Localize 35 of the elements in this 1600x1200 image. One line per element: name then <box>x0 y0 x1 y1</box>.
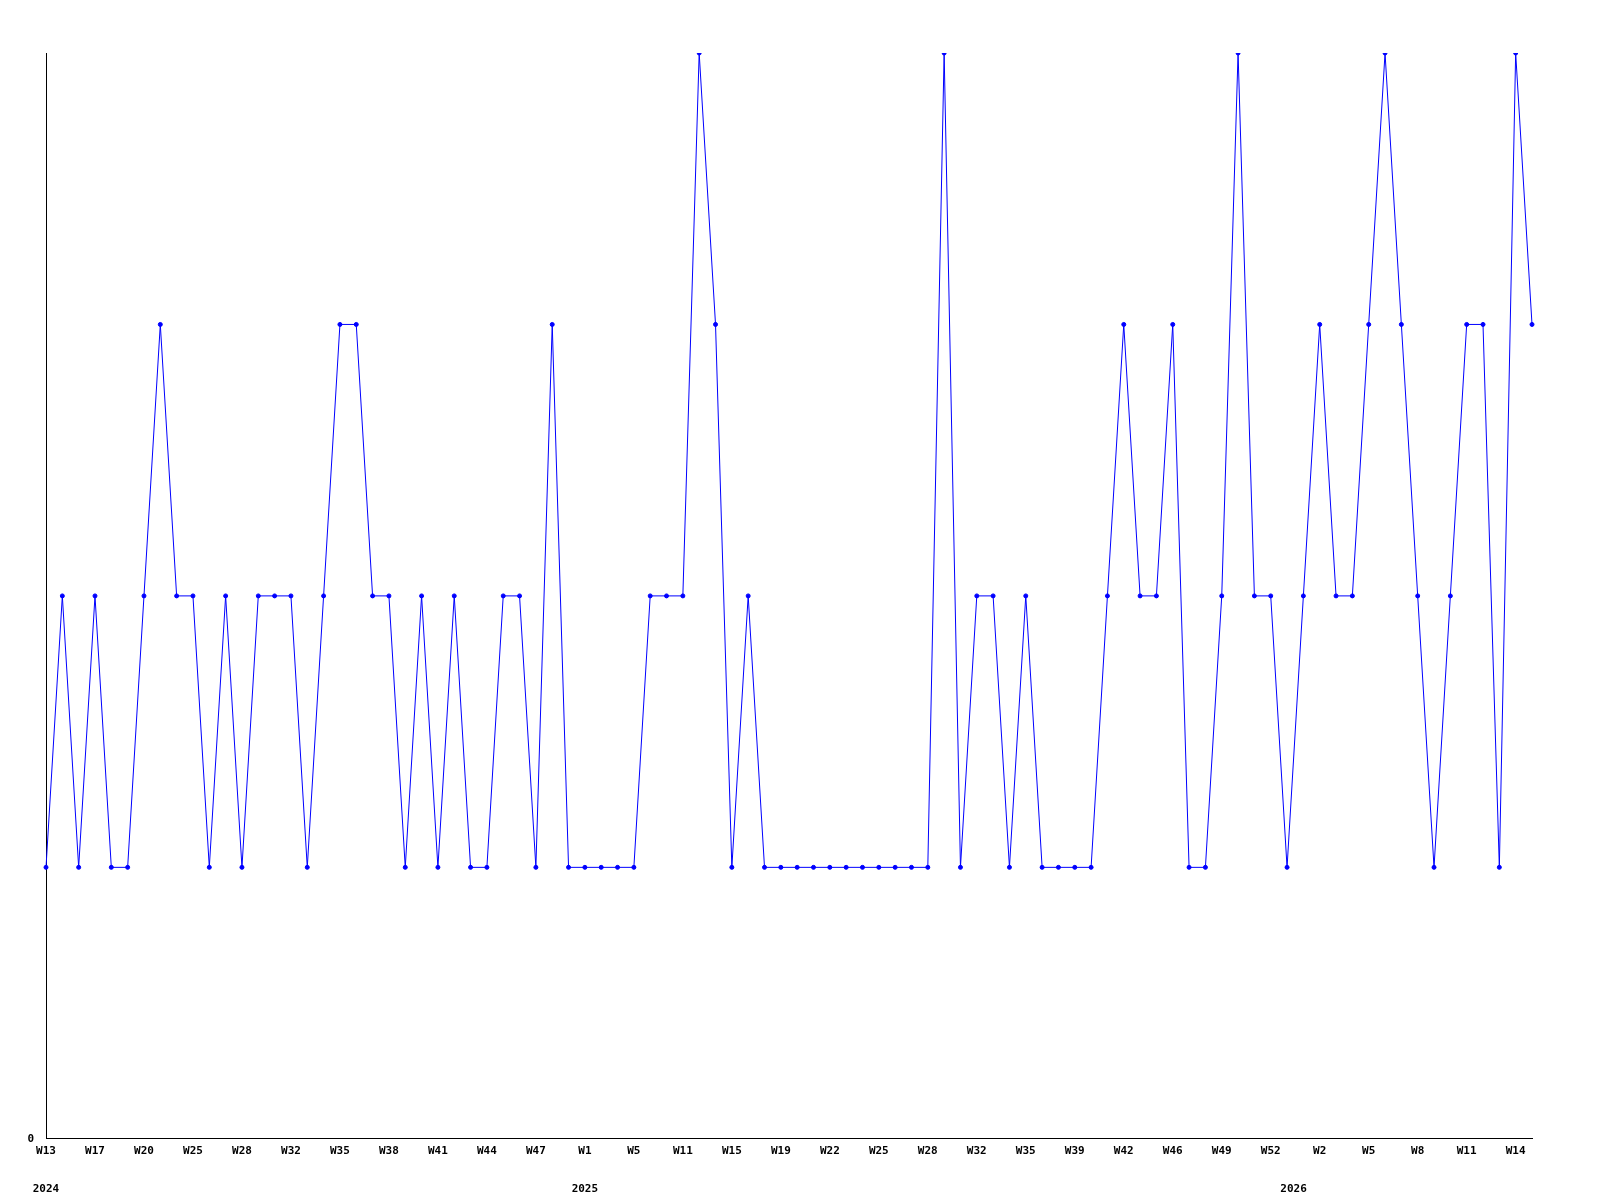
x-tick-label: W25 <box>868 1144 889 1158</box>
x-tick-label: W25 <box>183 1144 203 1158</box>
x-tick-label: W47 <box>525 1144 546 1158</box>
x-tick-label: W2 <box>1313 1144 1327 1158</box>
x-tick-label: W38 <box>378 1144 399 1158</box>
x-tick-label: W28 <box>917 1144 938 1158</box>
x-tick-label: W13 <box>36 1144 56 1158</box>
x-tick-label: W32 <box>281 1144 301 1158</box>
x-tick-label: W17 <box>85 1144 105 1158</box>
x-tick-label: W46 <box>1162 1144 1184 1158</box>
x-tick-label: W41 <box>427 1144 449 1158</box>
text: 2024 <box>32 1182 60 1196</box>
x-tick-label: W49 <box>1211 1144 1232 1158</box>
text: 0 <box>27 1131 34 1145</box>
x-tick-label: W20 <box>134 1144 154 1158</box>
x-tick-label: W42 <box>1113 1144 1134 1158</box>
x-tick-label: W39 <box>1064 1144 1085 1158</box>
x-tick-label: W5 <box>627 1144 641 1158</box>
x-tick-label: W5 <box>1362 1144 1376 1158</box>
x-tick-label: W35 <box>330 1144 350 1158</box>
x-tick-label: W44 <box>476 1144 498 1158</box>
x-tick-label: W32 <box>966 1144 987 1158</box>
x-tick-label: W28 <box>232 1144 252 1158</box>
x-tick-label: W19 <box>770 1144 791 1158</box>
x-tick-label: W14 <box>1505 1144 1526 1158</box>
x-tick-label: W11 <box>672 1144 694 1158</box>
x-tick-label: W11 <box>1456 1144 1477 1158</box>
x-tick-label: W52 <box>1260 1144 1281 1158</box>
x-tick-label: W1 <box>578 1144 592 1158</box>
x-tick-label: W8 <box>1411 1144 1425 1158</box>
x-tick-label: W35 <box>1015 1144 1036 1158</box>
text: 2026 <box>1280 1182 1308 1196</box>
x-tick-label: W15 <box>721 1144 742 1158</box>
text: 2025 <box>571 1182 599 1196</box>
x-tick-label: W22 <box>819 1144 840 1158</box>
